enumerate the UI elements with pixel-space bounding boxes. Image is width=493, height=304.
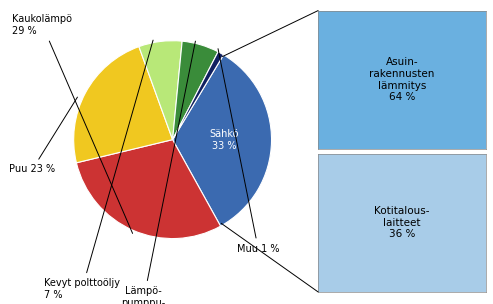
Wedge shape — [173, 41, 218, 140]
Text: Asuin-
rakennusten
lämmitys
64 %: Asuin- rakennusten lämmitys 64 % — [369, 57, 434, 102]
Text: Kotitalous-
laitteet
36 %: Kotitalous- laitteet 36 % — [374, 206, 429, 239]
Text: Sähkö
33 %: Sähkö 33 % — [210, 129, 239, 151]
Wedge shape — [173, 55, 272, 226]
Wedge shape — [73, 47, 173, 163]
Wedge shape — [76, 140, 220, 239]
Text: Muu 1 %: Muu 1 % — [218, 49, 280, 254]
Wedge shape — [139, 41, 182, 140]
Text: Puu 23 %: Puu 23 % — [9, 97, 77, 174]
Text: Lämpö-
pumppu-
energia 6 %: Lämpö- pumppu- energia 6 % — [114, 41, 195, 304]
Text: Kaukolämpö
29 %: Kaukolämpö 29 % — [12, 14, 133, 233]
Wedge shape — [173, 52, 223, 140]
Text: Kevyt polttoöljy
7 %: Kevyt polttoöljy 7 % — [44, 40, 153, 300]
